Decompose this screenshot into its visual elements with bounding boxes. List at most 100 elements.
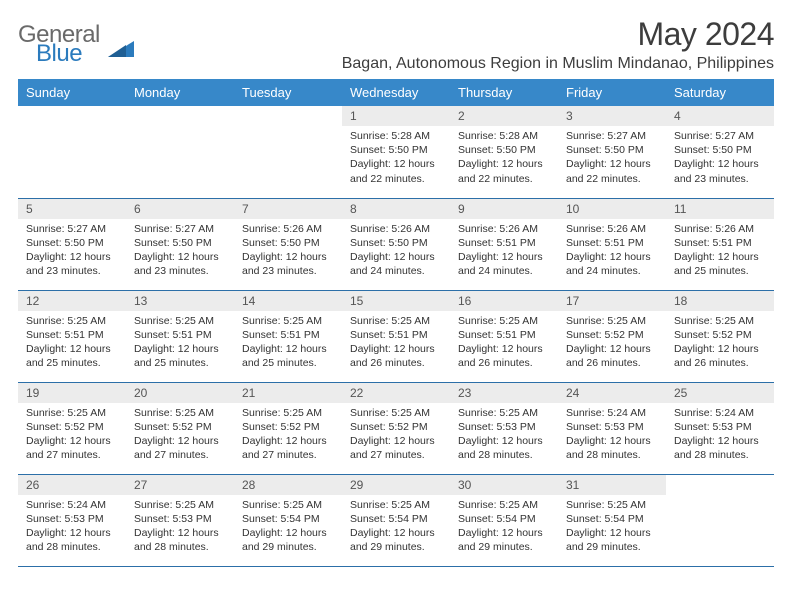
- calendar-cell: 12Sunrise: 5:25 AMSunset: 5:51 PMDayligh…: [18, 290, 126, 382]
- day-info: Sunrise: 5:25 AMSunset: 5:53 PMDaylight:…: [126, 495, 234, 561]
- calendar-cell: 23Sunrise: 5:25 AMSunset: 5:53 PMDayligh…: [450, 382, 558, 474]
- day-number: 23: [450, 383, 558, 403]
- calendar-cell: 17Sunrise: 5:25 AMSunset: 5:52 PMDayligh…: [558, 290, 666, 382]
- calendar-cell: 16Sunrise: 5:25 AMSunset: 5:51 PMDayligh…: [450, 290, 558, 382]
- weekday-header: Tuesday: [234, 79, 342, 106]
- calendar-cell: 30Sunrise: 5:25 AMSunset: 5:54 PMDayligh…: [450, 474, 558, 566]
- day-number: 22: [342, 383, 450, 403]
- calendar-cell: 15Sunrise: 5:25 AMSunset: 5:51 PMDayligh…: [342, 290, 450, 382]
- day-info: Sunrise: 5:28 AMSunset: 5:50 PMDaylight:…: [450, 126, 558, 192]
- day-number: 18: [666, 291, 774, 311]
- day-number: 17: [558, 291, 666, 311]
- day-info: Sunrise: 5:24 AMSunset: 5:53 PMDaylight:…: [18, 495, 126, 561]
- calendar-cell: 18Sunrise: 5:25 AMSunset: 5:52 PMDayligh…: [666, 290, 774, 382]
- day-info: Sunrise: 5:25 AMSunset: 5:51 PMDaylight:…: [126, 311, 234, 377]
- day-number: 24: [558, 383, 666, 403]
- day-number: 11: [666, 199, 774, 219]
- day-number: 12: [18, 291, 126, 311]
- calendar-cell: 19Sunrise: 5:25 AMSunset: 5:52 PMDayligh…: [18, 382, 126, 474]
- day-info: Sunrise: 5:25 AMSunset: 5:52 PMDaylight:…: [234, 403, 342, 469]
- day-info: Sunrise: 5:25 AMSunset: 5:51 PMDaylight:…: [450, 311, 558, 377]
- calendar-table: SundayMondayTuesdayWednesdayThursdayFrid…: [18, 79, 774, 567]
- day-info: Sunrise: 5:25 AMSunset: 5:54 PMDaylight:…: [558, 495, 666, 561]
- day-number: 20: [126, 383, 234, 403]
- day-info: Sunrise: 5:25 AMSunset: 5:51 PMDaylight:…: [234, 311, 342, 377]
- calendar-cell: 9Sunrise: 5:26 AMSunset: 5:51 PMDaylight…: [450, 198, 558, 290]
- day-number: 29: [342, 475, 450, 495]
- calendar-cell: 20Sunrise: 5:25 AMSunset: 5:52 PMDayligh…: [126, 382, 234, 474]
- day-number: 7: [234, 199, 342, 219]
- calendar-cell: 21Sunrise: 5:25 AMSunset: 5:52 PMDayligh…: [234, 382, 342, 474]
- day-number: 28: [234, 475, 342, 495]
- calendar-cell: 5Sunrise: 5:27 AMSunset: 5:50 PMDaylight…: [18, 198, 126, 290]
- calendar-cell: ..: [126, 106, 234, 198]
- calendar-cell: 31Sunrise: 5:25 AMSunset: 5:54 PMDayligh…: [558, 474, 666, 566]
- calendar-cell: 28Sunrise: 5:25 AMSunset: 5:54 PMDayligh…: [234, 474, 342, 566]
- weekday-header: Thursday: [450, 79, 558, 106]
- day-number: 19: [18, 383, 126, 403]
- calendar-cell: 8Sunrise: 5:26 AMSunset: 5:50 PMDaylight…: [342, 198, 450, 290]
- calendar-page: General Blue May 2024 Bagan, Autonomous …: [0, 0, 792, 583]
- day-info: Sunrise: 5:27 AMSunset: 5:50 PMDaylight:…: [558, 126, 666, 192]
- calendar-cell: 4Sunrise: 5:27 AMSunset: 5:50 PMDaylight…: [666, 106, 774, 198]
- calendar-row: 5Sunrise: 5:27 AMSunset: 5:50 PMDaylight…: [18, 198, 774, 290]
- day-number: 27: [126, 475, 234, 495]
- day-number: 2: [450, 106, 558, 126]
- day-number: 16: [450, 291, 558, 311]
- day-number: 9: [450, 199, 558, 219]
- calendar-cell: 6Sunrise: 5:27 AMSunset: 5:50 PMDaylight…: [126, 198, 234, 290]
- day-number: 21: [234, 383, 342, 403]
- calendar-cell: 29Sunrise: 5:25 AMSunset: 5:54 PMDayligh…: [342, 474, 450, 566]
- day-number: 1: [342, 106, 450, 126]
- day-info: Sunrise: 5:27 AMSunset: 5:50 PMDaylight:…: [126, 219, 234, 285]
- calendar-row: 19Sunrise: 5:25 AMSunset: 5:52 PMDayligh…: [18, 382, 774, 474]
- logo-triangle-icon: [108, 39, 136, 59]
- weekday-header: Sunday: [18, 79, 126, 106]
- day-info: Sunrise: 5:25 AMSunset: 5:53 PMDaylight:…: [450, 403, 558, 469]
- logo-text: General Blue: [18, 24, 100, 66]
- day-number: 5: [18, 199, 126, 219]
- day-number: 10: [558, 199, 666, 219]
- day-info: Sunrise: 5:27 AMSunset: 5:50 PMDaylight:…: [18, 219, 126, 285]
- weekday-header: Wednesday: [342, 79, 450, 106]
- calendar-cell: 2Sunrise: 5:28 AMSunset: 5:50 PMDaylight…: [450, 106, 558, 198]
- day-number: 26: [18, 475, 126, 495]
- day-info: Sunrise: 5:26 AMSunset: 5:51 PMDaylight:…: [666, 219, 774, 285]
- calendar-cell: 26Sunrise: 5:24 AMSunset: 5:53 PMDayligh…: [18, 474, 126, 566]
- day-number: 31: [558, 475, 666, 495]
- calendar-cell: 3Sunrise: 5:27 AMSunset: 5:50 PMDaylight…: [558, 106, 666, 198]
- weekday-header: Monday: [126, 79, 234, 106]
- calendar-cell: 1Sunrise: 5:28 AMSunset: 5:50 PMDaylight…: [342, 106, 450, 198]
- day-info: Sunrise: 5:25 AMSunset: 5:51 PMDaylight:…: [342, 311, 450, 377]
- calendar-cell: 7Sunrise: 5:26 AMSunset: 5:50 PMDaylight…: [234, 198, 342, 290]
- day-info: Sunrise: 5:25 AMSunset: 5:52 PMDaylight:…: [126, 403, 234, 469]
- calendar-cell: ..: [234, 106, 342, 198]
- day-info: Sunrise: 5:25 AMSunset: 5:51 PMDaylight:…: [18, 311, 126, 377]
- day-info: Sunrise: 5:27 AMSunset: 5:50 PMDaylight:…: [666, 126, 774, 192]
- weekday-row: SundayMondayTuesdayWednesdayThursdayFrid…: [18, 79, 774, 106]
- weekday-header: Friday: [558, 79, 666, 106]
- day-info: Sunrise: 5:24 AMSunset: 5:53 PMDaylight:…: [558, 403, 666, 469]
- logo: General Blue: [18, 16, 136, 66]
- day-number: 30: [450, 475, 558, 495]
- day-info: Sunrise: 5:25 AMSunset: 5:54 PMDaylight:…: [342, 495, 450, 561]
- month-title: May 2024: [342, 16, 774, 53]
- header: General Blue May 2024 Bagan, Autonomous …: [18, 16, 774, 73]
- calendar-row: ......1Sunrise: 5:28 AMSunset: 5:50 PMDa…: [18, 106, 774, 198]
- day-info: Sunrise: 5:26 AMSunset: 5:50 PMDaylight:…: [342, 219, 450, 285]
- calendar-cell: 13Sunrise: 5:25 AMSunset: 5:51 PMDayligh…: [126, 290, 234, 382]
- day-info: Sunrise: 5:26 AMSunset: 5:50 PMDaylight:…: [234, 219, 342, 285]
- day-info: Sunrise: 5:25 AMSunset: 5:52 PMDaylight:…: [558, 311, 666, 377]
- calendar-cell: ..: [666, 474, 774, 566]
- calendar-cell: 25Sunrise: 5:24 AMSunset: 5:53 PMDayligh…: [666, 382, 774, 474]
- day-number: 8: [342, 199, 450, 219]
- calendar-cell: 24Sunrise: 5:24 AMSunset: 5:53 PMDayligh…: [558, 382, 666, 474]
- day-info: Sunrise: 5:24 AMSunset: 5:53 PMDaylight:…: [666, 403, 774, 469]
- day-number: 4: [666, 106, 774, 126]
- day-number: 25: [666, 383, 774, 403]
- weekday-header: Saturday: [666, 79, 774, 106]
- day-number: 13: [126, 291, 234, 311]
- calendar-row: 12Sunrise: 5:25 AMSunset: 5:51 PMDayligh…: [18, 290, 774, 382]
- logo-part2: Blue: [36, 43, 100, 66]
- day-info: Sunrise: 5:25 AMSunset: 5:52 PMDaylight:…: [666, 311, 774, 377]
